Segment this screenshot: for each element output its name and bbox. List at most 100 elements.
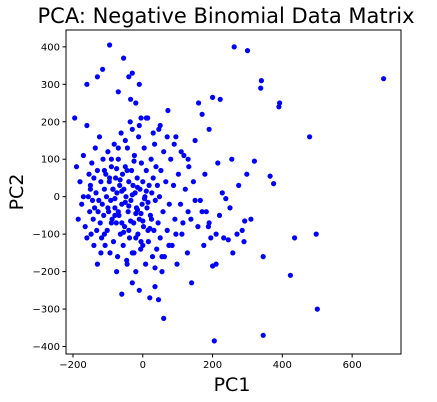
data-point (122, 137, 128, 144)
y-tick-label: −400 (33, 342, 60, 353)
data-point (129, 167, 135, 174)
data-point (138, 115, 144, 121)
data-point (185, 209, 191, 215)
points-layer (72, 42, 387, 344)
data-point (126, 235, 133, 241)
data-point (239, 227, 245, 233)
data-point (144, 205, 150, 211)
data-point (225, 237, 231, 243)
data-point (152, 197, 158, 203)
data-point (136, 134, 142, 140)
data-point (229, 156, 235, 162)
data-point (93, 190, 99, 196)
data-point (96, 197, 102, 203)
data-point (149, 254, 156, 260)
data-point (138, 160, 144, 166)
data-point (161, 149, 167, 155)
y-tick-label: −100 (33, 230, 60, 241)
data-point (149, 190, 155, 196)
data-point (108, 197, 114, 203)
data-point (99, 235, 105, 241)
data-point (124, 167, 130, 174)
data-point (313, 231, 319, 237)
data-point (152, 141, 158, 147)
data-point (179, 231, 185, 237)
data-point (133, 210, 139, 217)
data-point (196, 100, 202, 106)
data-point (129, 70, 135, 76)
y-axis: −400 −300 −200 −100 0 100 200 300 400 (33, 42, 66, 353)
data-point (192, 197, 198, 203)
data-point (105, 205, 111, 211)
data-point (73, 164, 80, 170)
data-point (90, 216, 96, 222)
data-point (260, 332, 266, 338)
data-point (115, 209, 121, 215)
data-point (98, 179, 104, 185)
data-point (114, 166, 120, 172)
data-point (121, 55, 127, 61)
y-tick-label: 200 (41, 117, 60, 128)
data-point (227, 205, 233, 211)
data-point (202, 171, 208, 177)
data-point (381, 76, 387, 82)
data-point (101, 212, 107, 218)
data-point (143, 167, 149, 174)
data-point (199, 209, 205, 215)
data-point (118, 130, 124, 136)
data-point (134, 184, 141, 190)
data-point (110, 239, 117, 245)
data-point (172, 216, 178, 222)
data-point (87, 182, 93, 188)
data-point (206, 126, 212, 132)
data-point (159, 254, 165, 260)
data-point (136, 122, 142, 129)
data-point (147, 225, 153, 232)
data-point (108, 164, 114, 170)
data-point (79, 201, 85, 207)
data-point (133, 100, 139, 106)
x-tick-label: 0 (140, 360, 146, 371)
data-point (112, 205, 118, 211)
data-point (115, 145, 121, 151)
x-tick-label: 400 (273, 360, 292, 371)
chart-title: PCA: Negative Binomial Data Matrix (38, 4, 415, 28)
data-point (175, 171, 181, 177)
data-point (188, 216, 194, 222)
data-point (287, 272, 293, 278)
data-point (88, 231, 94, 237)
data-point (129, 126, 135, 132)
data-point (236, 182, 242, 188)
data-point (164, 134, 170, 140)
data-point (185, 156, 191, 162)
data-point (130, 182, 136, 188)
data-point (89, 160, 95, 166)
data-point (72, 115, 78, 121)
data-point (171, 141, 177, 147)
data-point (86, 171, 92, 177)
data-point (99, 201, 105, 207)
data-point (173, 134, 179, 140)
data-point (119, 188, 125, 194)
data-point (208, 235, 214, 241)
data-point (156, 194, 163, 200)
data-point (80, 152, 86, 159)
data-point (197, 197, 203, 203)
data-point (150, 130, 156, 136)
y-axis-label: PC2 (6, 174, 28, 211)
data-point (107, 42, 113, 48)
data-point (120, 242, 126, 248)
data-point (128, 197, 134, 203)
data-point (182, 186, 188, 192)
data-point (213, 231, 219, 237)
data-point (148, 156, 154, 162)
data-point (181, 152, 187, 159)
data-point (177, 201, 184, 207)
data-point (216, 212, 223, 218)
data-point (173, 231, 179, 237)
data-point (210, 263, 216, 269)
data-point (94, 227, 100, 233)
data-point (158, 167, 164, 174)
data-point (307, 134, 313, 140)
